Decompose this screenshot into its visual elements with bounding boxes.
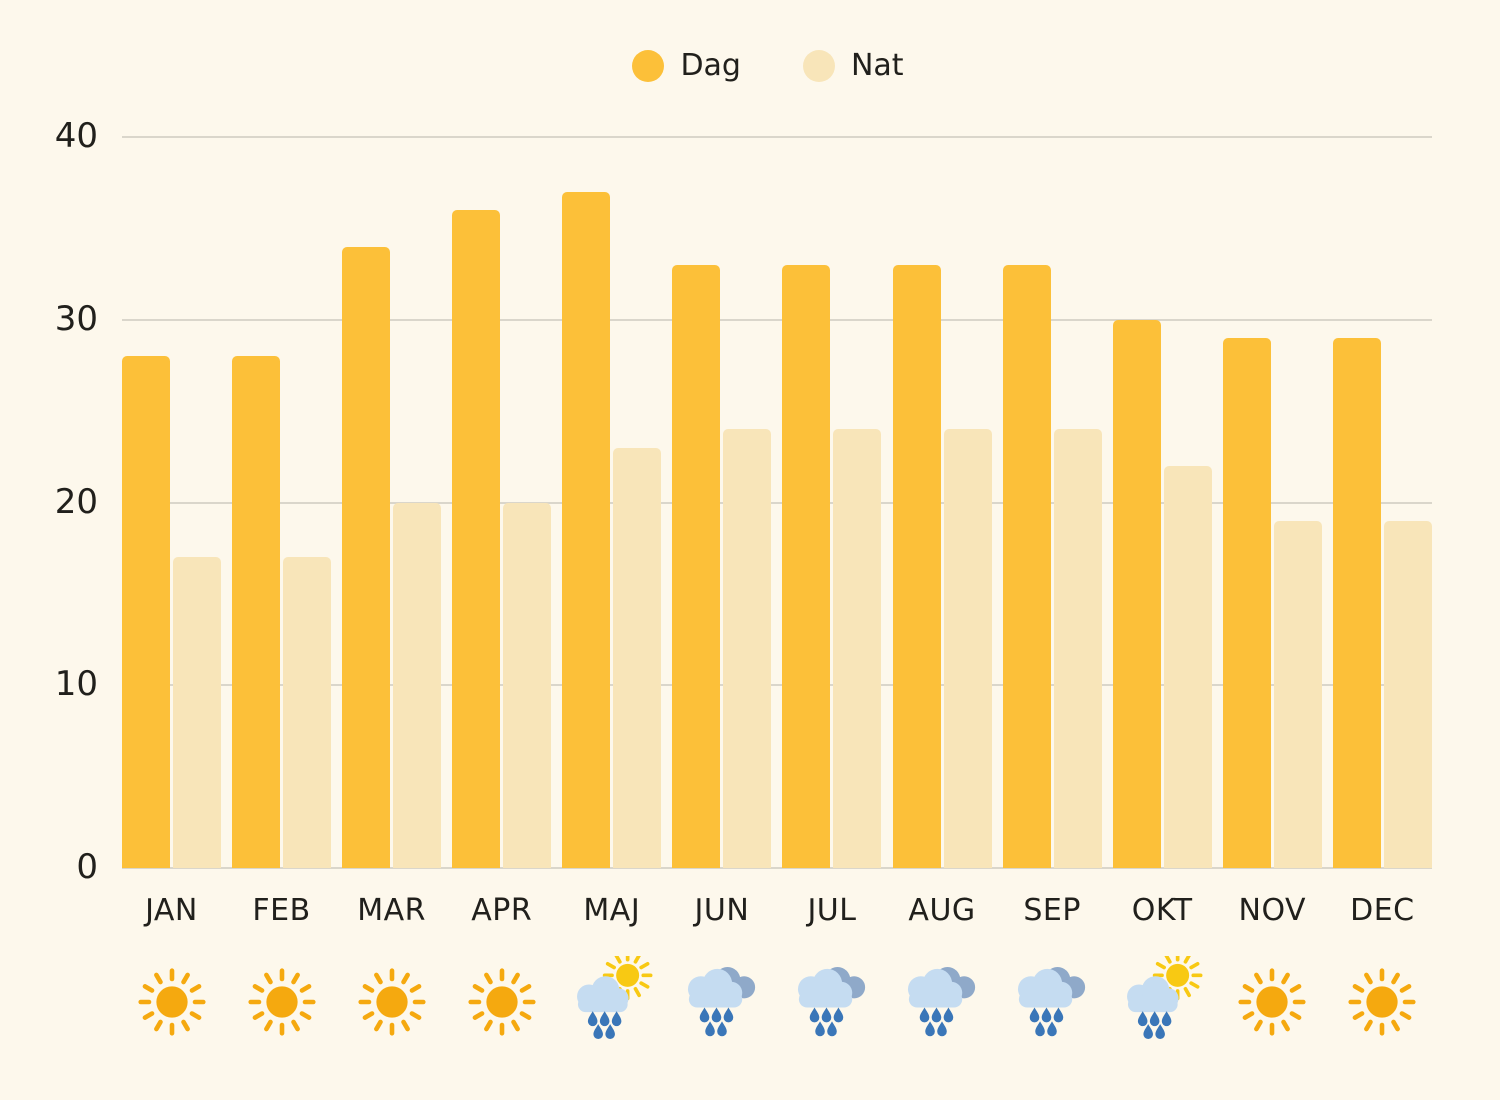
sun-icon-mar [342,956,441,1056]
month-label-apr: APR [471,893,533,928]
bar-nat-dec [1383,520,1432,868]
month-label-jul: JUL [807,893,857,928]
rain-sun-icon-okt [1113,956,1212,1056]
rain-sun-icon-maj [562,956,661,1056]
y-tick-label-10: 10 [54,664,98,705]
bar-dag-feb [232,356,281,868]
month-label-jan: JAN [145,893,198,928]
bar-nat-jul [833,429,882,868]
weather-icons [122,956,1432,1056]
rain-cloud-icon-jul [782,956,881,1056]
month-label-aug: AUG [908,893,976,928]
bar-nat-apr [503,502,552,868]
bar-nat-okt [1163,466,1212,868]
bar-group-okt [1112,137,1212,868]
rain-cloud-icon-aug [893,956,992,1056]
bar-groups [122,137,1432,868]
gridline-30 [122,318,1432,321]
bar-group-feb [232,137,332,868]
y-tick-label-0: 0 [76,847,98,888]
gridline-10 [122,684,1432,687]
month-label-feb: FEB [252,893,311,928]
bar-nat-feb [283,557,332,868]
bar-dag-sep [1002,264,1051,868]
bar-dag-maj [562,191,611,868]
month-label-nov: NOV [1238,893,1307,928]
bar-dag-apr [452,210,501,868]
legend-item-nat: Nat [802,48,904,83]
month-label-okt: OKT [1131,893,1193,928]
legend-dot-nat [802,49,835,82]
y-axis-labels: 40 30 20 10 0 [0,116,98,887]
rain-cloud-icon-jun [672,956,771,1056]
bar-dag-jan [122,356,170,868]
bar-group-apr [452,137,552,868]
legend: Dag Nat [18,48,1500,83]
bar-dag-dec [1332,338,1381,868]
bar-nat-jun [723,429,772,868]
gridline-20 [122,501,1432,504]
month-label-jun: JUN [694,893,750,928]
bar-nat-mar [393,502,442,868]
bar-group-nov [1222,137,1322,868]
bar-dag-aug [892,264,941,868]
sun-icon-feb [232,956,331,1056]
gridline-0 [122,867,1432,869]
bar-group-mar [342,137,442,868]
gridline-40 [122,136,1432,138]
bar-nat-aug [943,429,992,868]
bar-group-maj [562,137,662,868]
sun-icon-apr [452,956,551,1056]
legend-label-dag: Dag [680,48,741,83]
bar-dag-nov [1222,338,1271,868]
month-label-maj: MAJ [583,893,641,928]
month-label-dec: DEC [1350,893,1415,928]
month-labels: JAN FEB MAR APR MAJ JUN JUL AUG SEP OKT NOV DEC [122,893,1432,928]
legend-dot-dag [632,49,665,82]
bar-group-jun [672,137,772,868]
bar-dag-jul [782,264,831,868]
bar-group-jul [782,137,882,868]
month-label-sep: SEP [1023,893,1081,928]
bar-nat-sep [1053,429,1102,868]
y-tick-label-30: 30 [54,298,98,339]
bar-group-sep [1002,137,1102,868]
bar-group-jan [122,137,221,868]
bar-dag-okt [1112,319,1161,868]
bar-nat-maj [613,447,662,868]
month-label-mar: MAR [357,893,427,928]
legend-label-nat: Nat [850,48,904,83]
rain-cloud-icon-sep [1003,956,1102,1056]
y-tick-label-20: 20 [54,481,98,522]
bar-group-dec [1332,137,1432,868]
gridlines [122,136,1432,869]
bar-nat-jan [173,557,221,868]
sun-icon-jan [122,956,221,1056]
y-tick-label-40: 40 [54,116,98,157]
bar-dag-jun [672,264,721,868]
bar-dag-mar [342,246,391,868]
sun-icon-nov [1223,956,1322,1056]
bar-group-aug [892,137,992,868]
sun-icon-dec [1333,956,1432,1056]
bar-nat-nov [1273,520,1322,868]
legend-item-dag: Dag [632,48,741,83]
